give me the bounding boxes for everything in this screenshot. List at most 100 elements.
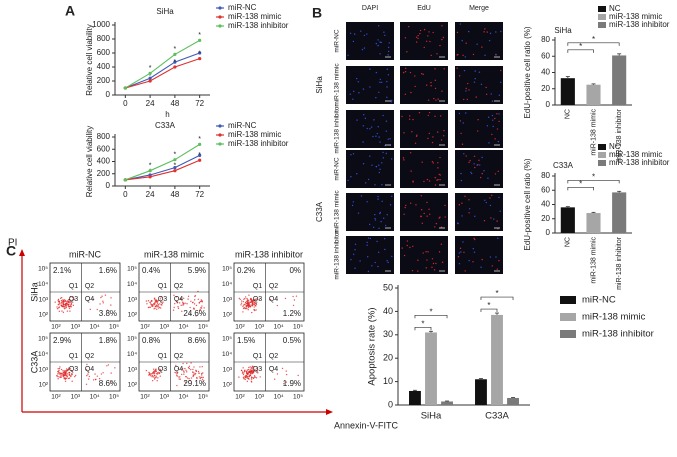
cell-dot [480, 266, 482, 268]
event-dot [243, 377, 245, 379]
event-dot [69, 299, 71, 301]
event-dot [59, 376, 61, 378]
event-dot [57, 378, 59, 380]
cell-dot [360, 195, 363, 197]
point [123, 86, 127, 90]
cell-dot [387, 50, 390, 53]
cell-dot [456, 67, 458, 69]
cell-dot [435, 262, 437, 265]
micrograph [455, 150, 503, 188]
event-dot [69, 368, 72, 370]
significance-star: * [421, 319, 424, 328]
cell-dot [385, 120, 388, 122]
y-tick-label: 200 [97, 76, 111, 85]
event-dot [64, 373, 66, 375]
event-dot [86, 363, 88, 366]
event-dot [196, 376, 198, 379]
event-dot [257, 372, 259, 374]
micrograph [400, 22, 448, 60]
event-dot [62, 370, 64, 372]
legend-marker [218, 124, 222, 128]
column-header: miR-138 mimic [144, 249, 205, 259]
cell-dot [439, 156, 441, 159]
cell-dot [428, 180, 431, 182]
event-dot [249, 298, 252, 301]
event-dot [201, 305, 203, 307]
cell-dot [383, 237, 386, 240]
cell-dot [379, 211, 382, 214]
cell-dot [410, 170, 412, 172]
flow-y-label: PI [8, 238, 17, 249]
event-dot [59, 302, 61, 304]
event-dot [242, 367, 244, 369]
event-dot [254, 304, 257, 307]
event-dot [258, 298, 260, 301]
cell-dot [498, 94, 501, 96]
cell-dot [437, 167, 439, 169]
cell-dot [422, 252, 424, 254]
flow-y-tick: 10⁴ [222, 351, 232, 358]
event-dot [92, 379, 95, 381]
cell-dot [420, 215, 422, 217]
cell-dot [378, 91, 380, 93]
event-dot [63, 374, 65, 377]
cell-dot [479, 164, 481, 166]
quadrant-label: Q1 [158, 353, 167, 360]
cell-dot [405, 67, 407, 70]
cell-line-label: SiHa [315, 76, 324, 94]
cell-dot [409, 71, 412, 74]
significance-bracket [480, 296, 514, 301]
event-dot [198, 301, 201, 304]
cell-dot [411, 269, 414, 272]
event-dot [153, 308, 155, 310]
cell-dot [496, 220, 498, 222]
series-line [125, 52, 200, 89]
event-dot [201, 378, 204, 380]
quadrant-percent: 1.5% [237, 336, 255, 345]
cell-dot [427, 114, 429, 117]
event-dot [254, 309, 256, 312]
event-dot [151, 379, 154, 382]
point [198, 142, 202, 146]
cell-dot [480, 83, 483, 86]
cell-dot [489, 32, 492, 35]
flow-y-tick: 10² [39, 312, 49, 319]
cell-dot [474, 77, 476, 80]
x-tick-label: 72 [195, 190, 204, 199]
event-dot [184, 367, 186, 370]
event-dot [195, 304, 198, 307]
event-dot [156, 308, 158, 310]
legend-label: miR-138 mimic [609, 12, 662, 21]
event-dot [74, 375, 76, 378]
cell-dot [467, 82, 469, 85]
x-tick-label: C33A [485, 411, 509, 422]
quadrant-percent: 1.6% [99, 266, 117, 275]
event-dot [253, 303, 256, 305]
event-dot [242, 373, 245, 376]
cell-dot [440, 139, 443, 141]
chart-title: SiHa [554, 26, 572, 35]
cell-dot [474, 238, 476, 241]
cell-dot [423, 180, 425, 183]
point [198, 153, 202, 157]
cell-dot [472, 248, 474, 250]
cell-dot [419, 29, 422, 32]
event-dot [62, 302, 65, 305]
cell-dot [372, 226, 375, 229]
event-dot [201, 374, 203, 376]
quadrant-label: Q1 [158, 283, 167, 290]
event-dot [62, 299, 65, 302]
cell-dot [387, 261, 389, 264]
cell-dot [428, 208, 430, 211]
event-dot [69, 310, 71, 312]
cell-dot [352, 98, 354, 100]
event-dot [276, 304, 279, 307]
cell-dot [373, 119, 375, 121]
event-dot [155, 376, 157, 379]
event-dot [72, 299, 74, 301]
significance-bracket [567, 186, 594, 191]
event-dot [65, 368, 68, 370]
cell-dot [352, 253, 355, 255]
cell-dot [462, 54, 464, 57]
event-dot [161, 304, 163, 306]
